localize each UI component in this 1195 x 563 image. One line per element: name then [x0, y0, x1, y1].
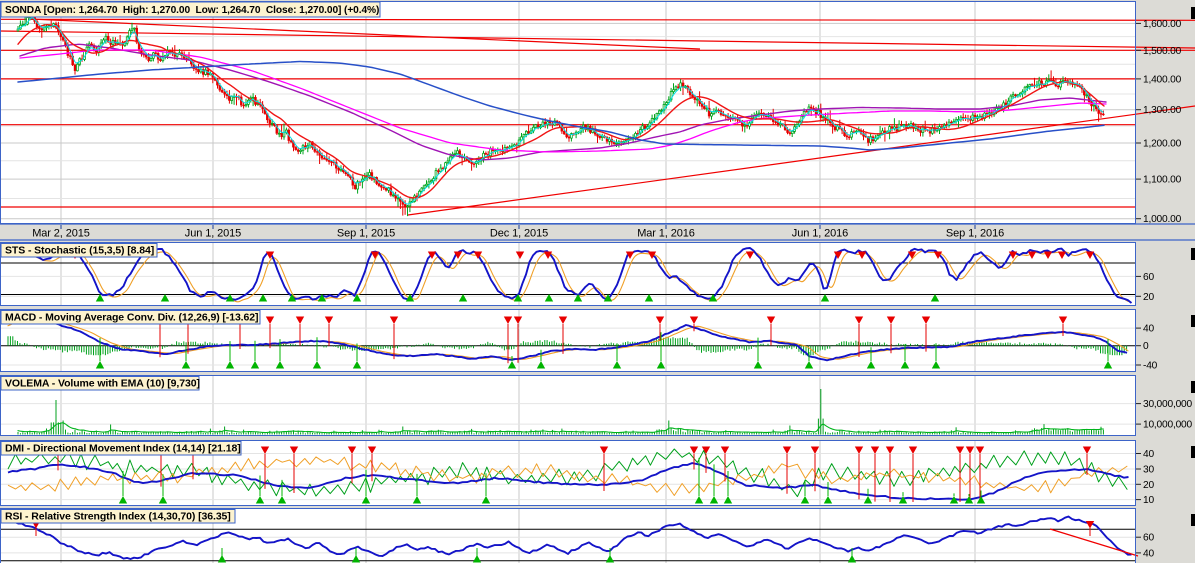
- svg-text:30: 30: [1143, 465, 1154, 476]
- svg-text:10,000,000: 10,000,000: [1143, 420, 1193, 431]
- svg-text:40: 40: [1143, 324, 1154, 335]
- svg-text:Dec 1, 2015: Dec 1, 2015: [490, 228, 548, 240]
- svg-text:60: 60: [1143, 272, 1154, 283]
- svg-text:Jun 1, 2015: Jun 1, 2015: [185, 228, 241, 240]
- svg-text:Mar 2, 2015: Mar 2, 2015: [32, 228, 90, 240]
- svg-text:MACD - Moving Average Conv. Di: MACD - Moving Average Conv. Div. (12,26,…: [5, 312, 258, 324]
- svg-text:Sep 1, 2015: Sep 1, 2015: [337, 228, 395, 240]
- svg-text:1,600.00: 1,600.00: [1143, 19, 1182, 30]
- svg-text:40: 40: [1143, 449, 1154, 460]
- svg-text:Sep 1, 2016: Sep 1, 2016: [946, 228, 1004, 240]
- svg-text:1,000.00: 1,000.00: [1143, 214, 1182, 225]
- svg-text:60: 60: [1143, 533, 1154, 544]
- svg-text:Jun 1, 2016: Jun 1, 2016: [792, 228, 848, 240]
- svg-text:30,000,000: 30,000,000: [1143, 399, 1193, 410]
- svg-text:VOLEMA - Volume with EMA (10): VOLEMA - Volume with EMA (10) [9,730]: [5, 378, 200, 390]
- svg-text:Mar 1, 2016: Mar 1, 2016: [637, 228, 695, 240]
- svg-text:DMI - Directional Movement Ind: DMI - Directional Movement Index (14,14)…: [5, 443, 241, 455]
- svg-text:STS - Stochastic (15,3,5) [8.8: STS - Stochastic (15,3,5) [8.84]: [5, 245, 154, 257]
- svg-text:SONDA [Open: 1,264.70 High: 1: SONDA [Open: 1,264.70 High: 1,270.00 Low…: [5, 5, 379, 16]
- svg-text:10: 10: [1143, 495, 1154, 506]
- svg-text:1,100.00: 1,100.00: [1143, 175, 1182, 186]
- svg-text:1,500.00: 1,500.00: [1143, 46, 1182, 57]
- svg-text:1,200.00: 1,200.00: [1143, 139, 1182, 150]
- svg-text:1,400.00: 1,400.00: [1143, 74, 1182, 85]
- svg-text:0: 0: [1143, 341, 1149, 352]
- svg-text:RSI - Relative Strength Index: RSI - Relative Strength Index (14,30,70)…: [5, 511, 231, 523]
- svg-text:20: 20: [1143, 292, 1154, 303]
- svg-text:-40: -40: [1143, 361, 1158, 372]
- svg-text:20: 20: [1143, 480, 1154, 491]
- svg-text:1,300.00: 1,300.00: [1143, 105, 1182, 116]
- svg-text:40: 40: [1143, 548, 1154, 559]
